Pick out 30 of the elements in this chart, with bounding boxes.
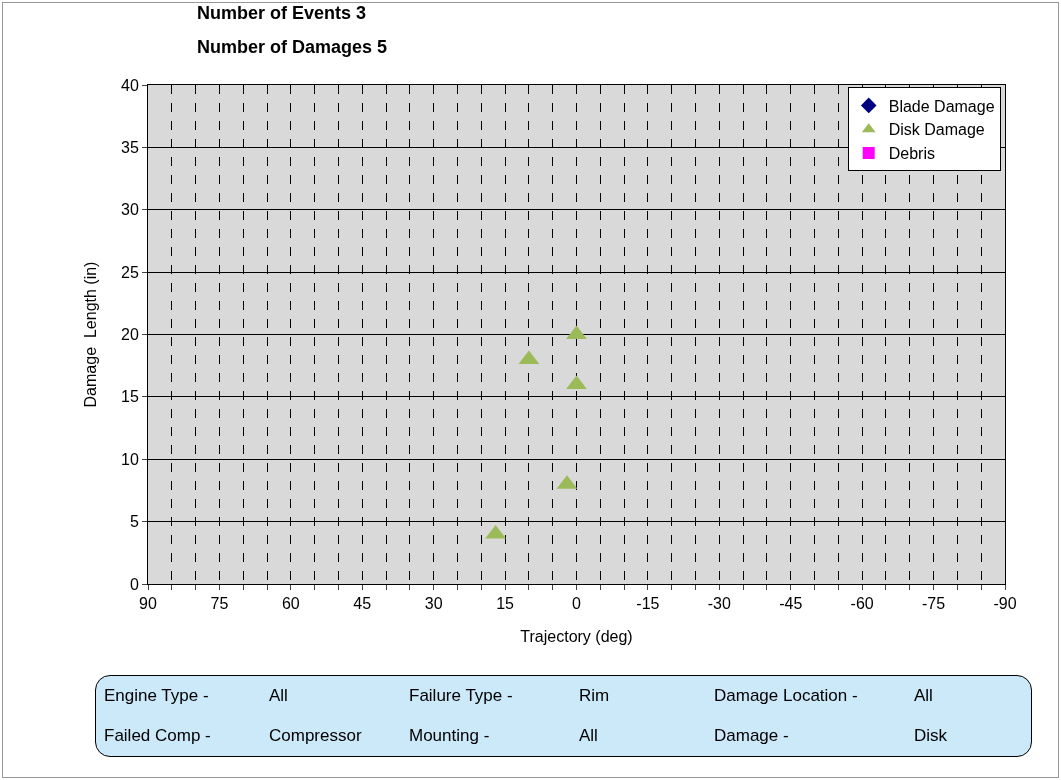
y-tick-label: 15 xyxy=(121,388,139,406)
legend-label: Disk Damage xyxy=(888,121,985,139)
x-tick-label: 0 xyxy=(572,595,582,613)
y-tick-label: 40 xyxy=(121,76,139,94)
y-tick-label: 0 xyxy=(129,575,139,593)
y-tick-label: 20 xyxy=(121,326,139,344)
legend-label: Blade Damage xyxy=(888,97,995,115)
chart-title: Number of Events 3 xyxy=(197,3,367,23)
y-tick-label: 35 xyxy=(121,138,139,156)
chart-subtitle: Number of Damages 5 xyxy=(197,37,388,57)
x-tick-label: 60 xyxy=(281,595,300,613)
y-tick-label: 5 xyxy=(129,513,139,531)
x-tick-label: -15 xyxy=(636,595,660,613)
x-tick-label: -30 xyxy=(707,595,731,613)
x-tick-label: 30 xyxy=(424,595,443,613)
y-axis-title: Damage Length (in) xyxy=(81,261,99,408)
x-tick-label: 75 xyxy=(210,595,229,613)
y-tick-label: 10 xyxy=(121,450,139,468)
y-tick-label: 30 xyxy=(121,201,139,219)
legend-label: Debris xyxy=(888,145,935,163)
x-tick-label: 45 xyxy=(353,595,372,613)
x-axis-title: Trajectory (deg) xyxy=(520,628,633,645)
x-tick-label: -45 xyxy=(779,595,803,613)
x-tick-label: -75 xyxy=(922,595,946,613)
x-tick-label: 90 xyxy=(139,595,157,613)
x-tick-label: 15 xyxy=(496,595,515,613)
info-panel: Engine Type - All Failure Type - Rim Damage Location - All Failed Comp - Compressor Mounting - All Damage - Disk xyxy=(95,675,1032,757)
x-tick-label: -90 xyxy=(993,595,1017,613)
y-tick-label: 25 xyxy=(121,263,139,281)
x-tick-label: -60 xyxy=(850,595,874,613)
